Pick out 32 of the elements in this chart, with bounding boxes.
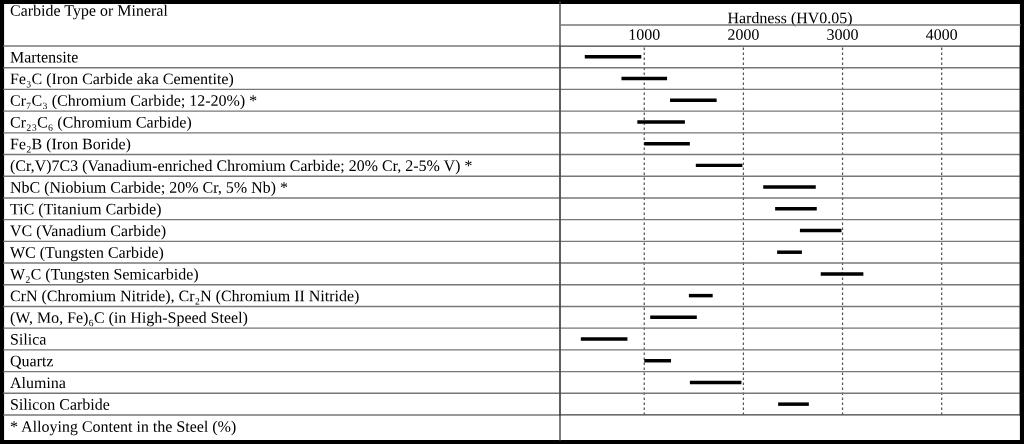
y-tick-label: NbC (Niobium Carbide; 20% Cr, 5% Nb) *: [10, 181, 288, 197]
x-tick-label: 2000: [728, 29, 759, 40]
bar: [584, 55, 642, 59]
y-tick-label: VC (Vanadium Carbide): [10, 224, 166, 240]
y-tick-label: CrN (Chromium Nitride), Cr₂N (Chromium II Nitride): [10, 290, 359, 305]
x-tick-label: 1000: [629, 29, 660, 40]
y-tick-label: (Cr,V)7C3 (Vanadium-enriched Chromium Carbide; 20% Cr, 2-5% V) *: [10, 159, 472, 175]
y-tick-label: Cr₂₃C₆ (Chromium Carbide): [10, 116, 192, 131]
bar: [777, 250, 802, 254]
bar: [778, 402, 809, 406]
bar: [580, 337, 628, 341]
y-tick-label: (W, Mo, Fe)₆C (in High-Speed Steel): [10, 311, 248, 327]
y-tick-label: Silicon Carbide: [11, 398, 110, 410]
bar: [775, 207, 817, 211]
x-axis-title: Hardness (HV0.05): [727, 12, 852, 27]
text: * Alloying Content in the Steel (%): [10, 420, 236, 436]
bar: [820, 272, 864, 276]
y-tick-label: Cr₇C₃ (Chromium Carbide; 12-20%) *: [10, 94, 257, 110]
y-tick-label: Fe₃C (Iron Carbide aka Cementite): [10, 73, 234, 88]
y-tick-label: WC (Tungsten Carbide): [10, 246, 164, 262]
y-axis-title: Carbide Type or Mineral: [10, 4, 168, 20]
y-tick-label: W₂C (Tungsten Semicarbide): [10, 268, 198, 283]
y-tick-label: Alumina: [10, 376, 66, 389]
x-tick-label: 4000: [926, 29, 958, 40]
x-tick-label: 3000: [827, 29, 858, 40]
y-tick-label: Quartz: [10, 355, 54, 369]
bar: [637, 120, 685, 124]
y-tick-label: Fe₂B (Iron Boride): [10, 138, 131, 153]
y-tick-label: Silica: [11, 333, 47, 345]
y-tick-label: Martensite: [10, 51, 78, 63]
y-tick-label: TiC (Titanium Carbide): [10, 203, 161, 218]
bar: [763, 185, 816, 189]
